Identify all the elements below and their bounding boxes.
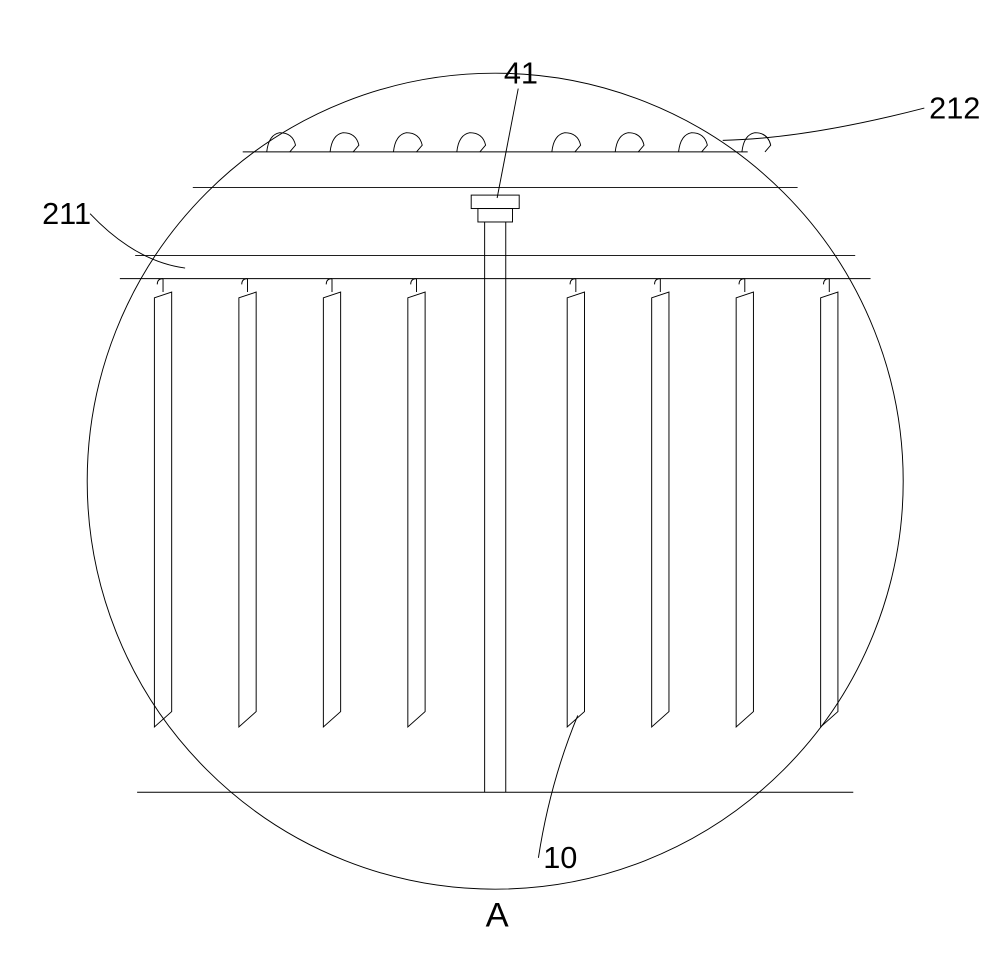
top-hook xyxy=(393,133,422,152)
top-hook xyxy=(615,133,644,152)
blade-hook xyxy=(326,279,332,292)
top-hook xyxy=(330,133,359,152)
hanging-blade xyxy=(821,292,838,727)
diagram-svg: 41 212 211 10 A xyxy=(20,20,980,951)
blade-hook xyxy=(824,279,830,292)
label-211: 211 xyxy=(42,196,91,231)
hanging-blade xyxy=(736,292,753,727)
hanging-blade xyxy=(652,292,669,727)
column-fitting xyxy=(478,209,513,222)
hanging-blade xyxy=(567,292,584,727)
label-41: 41 xyxy=(504,56,538,91)
hanging-blade xyxy=(239,292,256,727)
hanging-blades-group xyxy=(154,279,838,727)
blade-hook xyxy=(739,279,745,292)
hanging-blade xyxy=(154,292,171,727)
top-hooks-group xyxy=(267,133,771,152)
label-212: 212 xyxy=(929,90,980,125)
blade-hook xyxy=(570,279,576,292)
blade-hook xyxy=(655,279,661,292)
top-hook xyxy=(267,133,296,152)
leader-line-41 xyxy=(497,89,518,198)
label-A: A xyxy=(486,897,509,935)
hanging-blade xyxy=(323,292,340,727)
leader-line-211 xyxy=(90,214,185,268)
central-column-group xyxy=(471,195,519,792)
top-hook xyxy=(742,133,771,152)
column-collar xyxy=(471,195,519,208)
hanging-blade xyxy=(408,292,425,727)
top-hook xyxy=(679,133,708,152)
blade-hook xyxy=(242,279,248,292)
label-10: 10 xyxy=(543,840,577,875)
blade-hook xyxy=(411,279,417,292)
leader-line-10 xyxy=(538,715,577,857)
horizontal-lines-group xyxy=(120,152,871,792)
top-hook xyxy=(552,133,581,152)
top-hook xyxy=(457,133,486,152)
blade-hook xyxy=(157,279,163,292)
leader-line-212 xyxy=(723,108,925,140)
